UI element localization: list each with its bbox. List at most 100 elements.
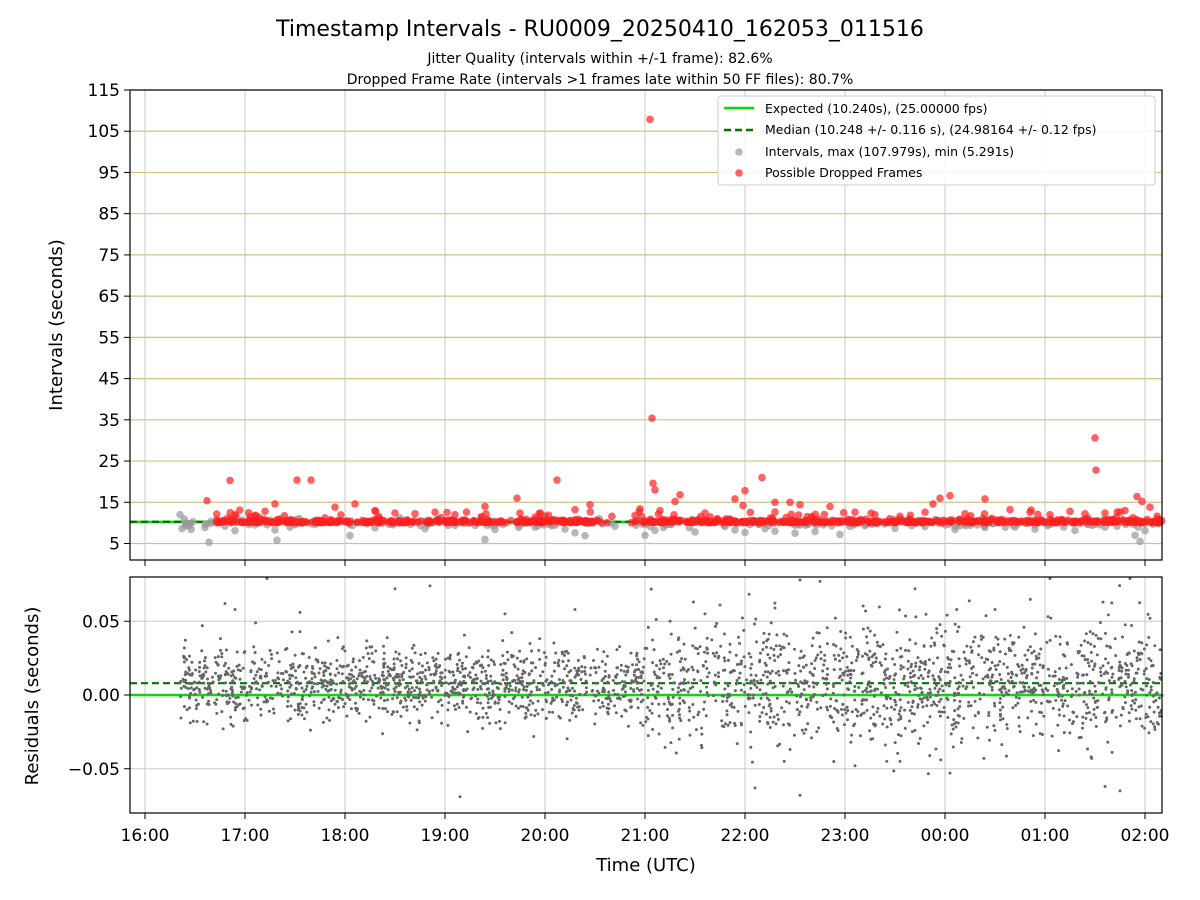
residual-point: [561, 679, 565, 683]
residual-point: [990, 688, 994, 692]
residual-point: [832, 643, 836, 647]
residual-point: [515, 674, 519, 678]
residual-point: [310, 677, 314, 681]
residual-point: [1077, 736, 1081, 740]
residual-point: [722, 694, 726, 698]
residual-point: [415, 707, 419, 711]
residual-point: [639, 674, 643, 678]
residual-point: [867, 680, 871, 684]
residual-point: [208, 682, 212, 686]
residual-point: [925, 695, 929, 699]
residual-point: [892, 769, 896, 773]
residual-point: [194, 698, 198, 702]
residual-point: [637, 667, 641, 671]
residual-point: [1105, 716, 1109, 720]
dropped-frame-point: [537, 518, 546, 526]
residual-point: [466, 730, 470, 734]
residual-point: [992, 648, 996, 652]
residual-point: [651, 687, 655, 691]
residual-point: [446, 708, 450, 712]
residual-point: [1010, 670, 1014, 674]
residual-point: [583, 669, 587, 673]
residual-point: [552, 669, 556, 673]
residual-point: [1137, 705, 1141, 709]
interval-point: [741, 528, 749, 537]
residual-point: [1110, 750, 1114, 754]
residual-point: [426, 681, 430, 685]
residual-point: [322, 697, 326, 701]
residual-point: [541, 708, 545, 712]
residual-point: [452, 704, 456, 708]
residual-point: [254, 673, 258, 677]
residual-point: [943, 629, 947, 633]
residual-point: [597, 665, 601, 669]
residual-point: [1124, 668, 1128, 672]
dropped-frame-point: [892, 517, 900, 526]
residual-point: [686, 681, 690, 685]
residual-point: [268, 649, 272, 653]
residual-point: [1130, 707, 1134, 711]
residual-point: [1144, 684, 1148, 688]
dropped-frame-point: [477, 518, 486, 526]
residual-point: [403, 686, 407, 690]
residual-point: [912, 712, 916, 716]
residual-point: [436, 651, 440, 655]
residual-point: [266, 680, 270, 684]
residual-point: [382, 699, 386, 703]
residual-point: [538, 688, 542, 692]
residual-point: [1014, 673, 1018, 677]
residual-point: [626, 724, 630, 728]
residual-point: [183, 673, 187, 677]
residual-point: [434, 669, 438, 673]
residual-point: [947, 662, 951, 666]
residual-point: [1046, 615, 1050, 619]
residual-point: [380, 673, 384, 677]
residual-point: [1048, 638, 1052, 642]
residual-point: [423, 651, 427, 655]
residual-point: [654, 618, 658, 622]
residual-point: [766, 722, 770, 726]
residual-point: [561, 685, 565, 689]
residual-point: [377, 706, 381, 710]
residual-point: [251, 660, 255, 664]
residual-point: [861, 604, 865, 608]
residual-point: [1138, 717, 1142, 721]
residual-point: [1090, 659, 1094, 663]
residual-point: [782, 759, 786, 763]
residual-point: [1055, 682, 1059, 686]
residual-point: [255, 687, 259, 691]
residual-point: [419, 653, 423, 657]
residual-point: [691, 702, 695, 706]
residual-point: [971, 685, 975, 689]
residual-point: [224, 661, 228, 665]
residual-point: [954, 720, 958, 724]
residual-point: [461, 667, 465, 671]
residual-point: [955, 629, 959, 633]
residual-point: [1128, 683, 1132, 687]
dropped-frame-point: [670, 511, 678, 519]
residual-point: [1031, 688, 1035, 692]
residual-point: [921, 705, 925, 709]
residual-point: [611, 688, 615, 692]
residual-point: [592, 699, 596, 703]
residual-point: [658, 667, 662, 671]
residual-point: [198, 674, 202, 678]
residual-point: [1018, 690, 1022, 694]
residual-point: [580, 670, 584, 674]
residual-point: [1107, 679, 1111, 683]
residual-point: [686, 667, 690, 671]
residual-point: [718, 603, 722, 607]
residual-point: [998, 672, 1002, 676]
residual-point: [998, 688, 1002, 692]
residual-point: [293, 653, 297, 657]
residual-point: [773, 606, 777, 610]
residual-point: [298, 702, 302, 706]
residual-point: [696, 669, 700, 673]
residual-point: [194, 707, 198, 711]
legend-box: [717, 95, 1156, 186]
residual-point: [429, 673, 433, 677]
residual-point: [504, 671, 508, 675]
residual-point: [280, 687, 284, 691]
residual-point: [671, 713, 675, 717]
residual-point: [418, 700, 422, 704]
